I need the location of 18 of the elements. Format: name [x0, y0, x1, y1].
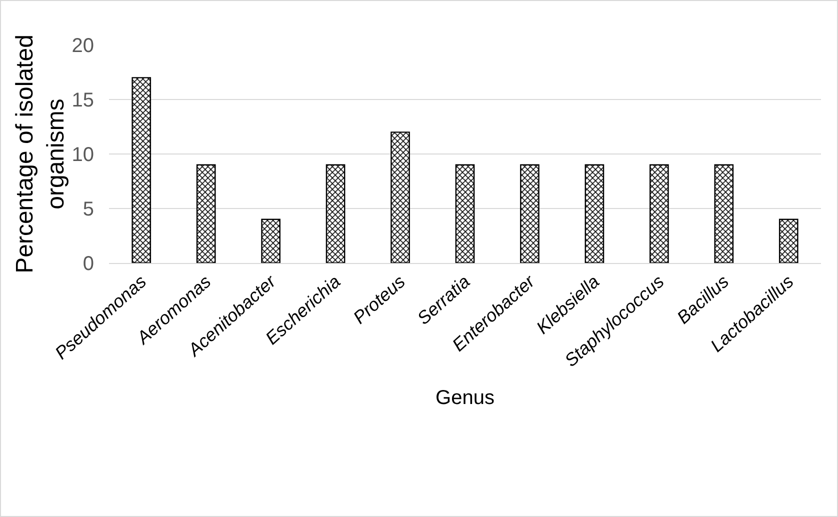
bar — [326, 164, 346, 263]
y-tick-label: 10 — [72, 144, 94, 166]
y-axis-title: Percentage of isolated organisms — [12, 34, 70, 274]
y-tick-label: 20 — [72, 35, 94, 57]
y-tick-label: 15 — [72, 90, 94, 112]
bar — [390, 132, 410, 263]
y-tick-label: 0 — [82, 253, 94, 275]
bar — [196, 164, 216, 263]
bar — [584, 164, 604, 263]
bar — [714, 164, 734, 263]
bar — [261, 218, 280, 263]
x-axis-title: Genus — [436, 387, 494, 410]
bar — [650, 164, 669, 263]
bar — [455, 164, 475, 263]
bar — [132, 77, 152, 263]
bar — [520, 164, 540, 263]
bar — [778, 218, 798, 263]
y-tick-label: 5 — [82, 198, 94, 220]
